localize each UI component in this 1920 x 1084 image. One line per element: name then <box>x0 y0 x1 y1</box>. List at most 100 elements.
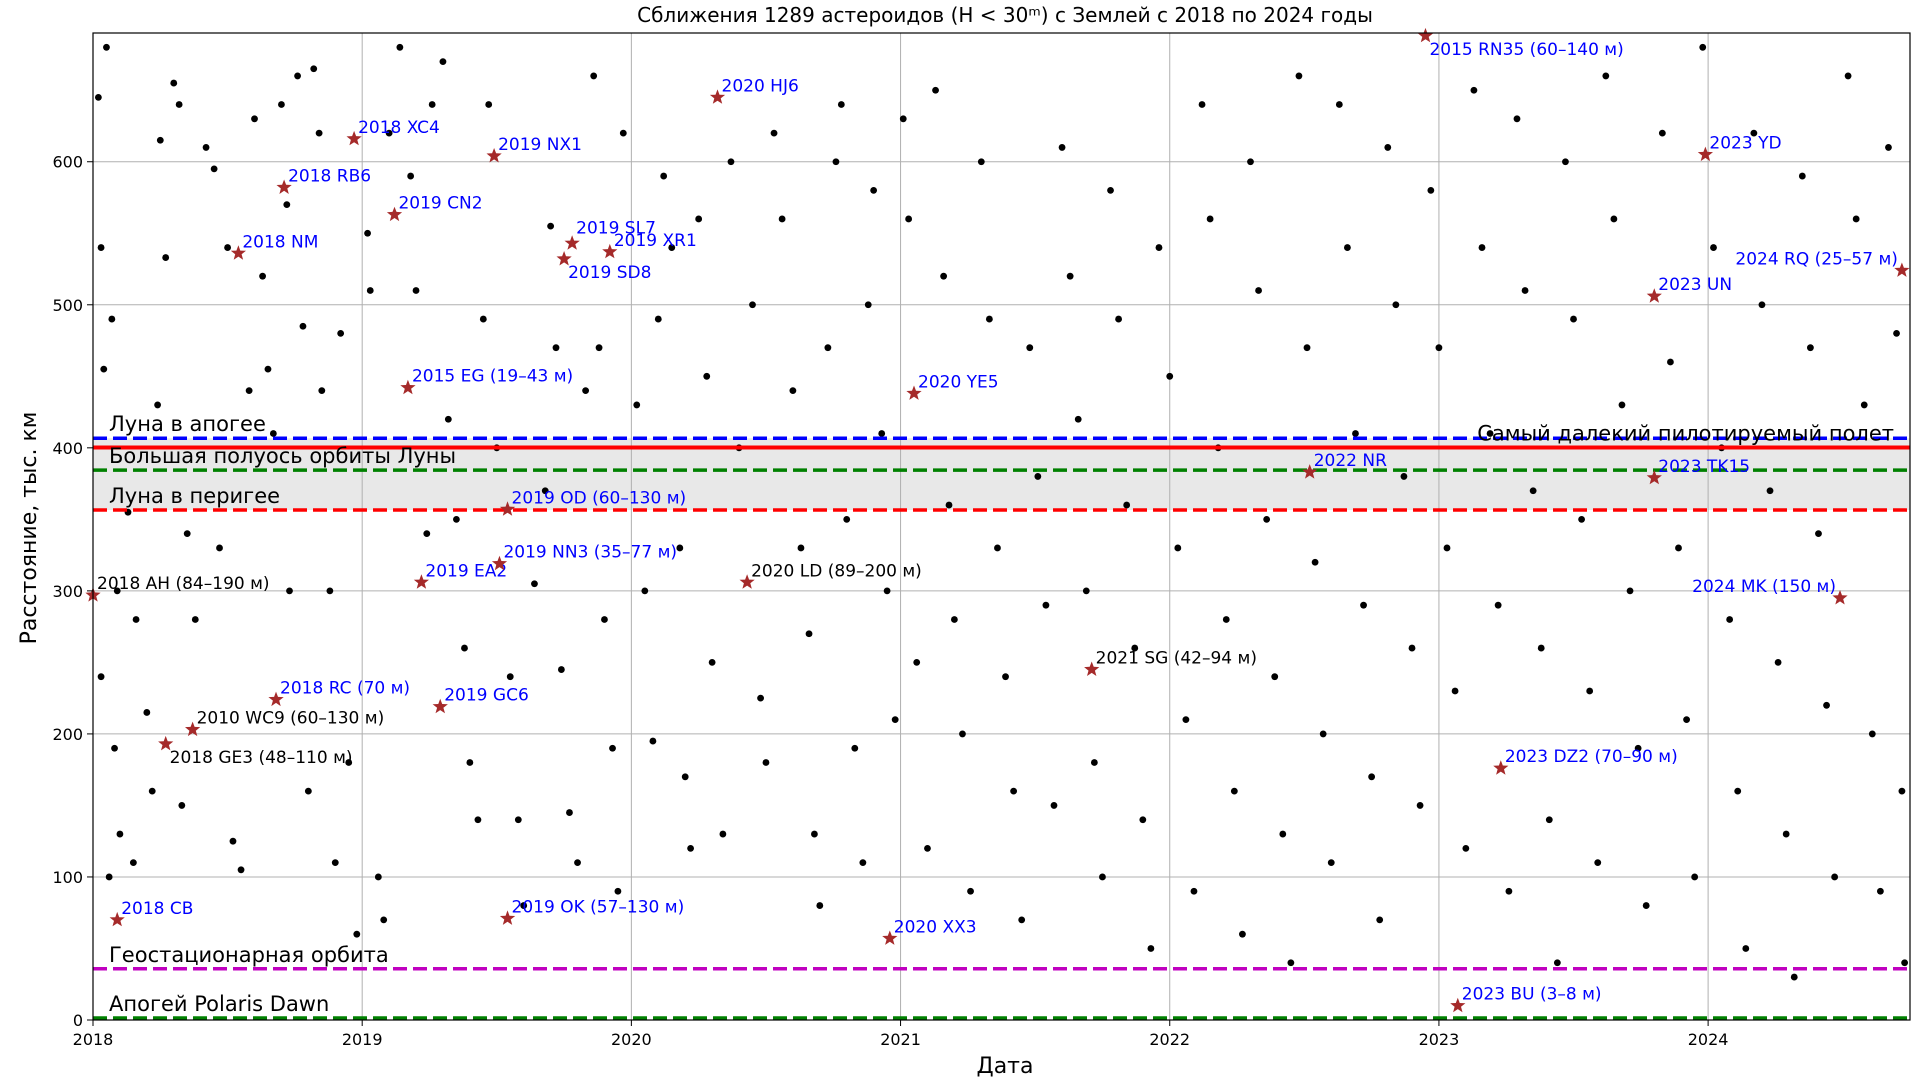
asteroid-point <box>695 215 703 223</box>
asteroid-point <box>1901 959 1909 967</box>
asteroid-point <box>816 902 824 909</box>
asteroid-point <box>913 658 921 666</box>
asteroid-point <box>837 101 845 108</box>
y-tick-label: 500 <box>52 296 83 315</box>
asteroid-point <box>1815 530 1822 538</box>
asteroid-point <box>1082 587 1090 595</box>
highlighted-asteroid-label: 2019 NX1 <box>498 135 582 155</box>
asteroid-point <box>832 158 840 166</box>
asteroid-point <box>1074 415 1082 423</box>
asteroid-point <box>1562 158 1569 166</box>
asteroid-point <box>681 773 689 781</box>
asteroid-point <box>1335 101 1343 108</box>
asteroid-point <box>1529 487 1537 495</box>
highlighted-asteroid-label: 2019 NN3 (35–77 м) <box>503 543 677 563</box>
asteroid-point <box>423 530 431 538</box>
asteroid-point <box>687 844 694 852</box>
highlighted-asteroid-star <box>1302 464 1318 479</box>
asteroid-point <box>1239 930 1246 938</box>
highlighted-asteroid-label: 2024 RQ (25–57 м) <box>1735 249 1898 269</box>
asteroid-point <box>1255 287 1262 294</box>
asteroid-point <box>582 387 590 395</box>
highlighted-asteroid-label: 2015 EG (19–43 м) <box>412 367 573 387</box>
reference-line-label: Самый далекий пилотируемый полет <box>1477 422 1894 446</box>
x-tick-label: 2018 <box>73 1030 114 1049</box>
asteroid-point <box>156 136 164 144</box>
highlighted-asteroid-star <box>1894 262 1910 277</box>
asteroid-point <box>353 930 361 938</box>
asteroid-point <box>994 544 1001 552</box>
asteroid-point <box>1050 802 1058 809</box>
highlighted-asteroid-label: 2018 RB6 <box>288 166 371 186</box>
asteroid-point <box>1263 515 1271 523</box>
asteroid-point <box>1545 816 1553 824</box>
asteroid-point <box>374 873 382 881</box>
asteroid-point <box>762 759 770 766</box>
asteroid-point <box>891 716 899 724</box>
asteroid-point <box>170 79 178 87</box>
plot-frame <box>92 32 1911 1021</box>
asteroid-point <box>474 816 482 824</box>
highlighted-asteroid-star <box>1493 760 1509 775</box>
asteroid-point <box>531 580 538 588</box>
asteroid-point <box>1602 72 1610 80</box>
asteroid-point <box>366 287 374 294</box>
y-axis-label: Расстояние, тыс. км <box>17 412 42 645</box>
asteroid-point <box>1295 72 1303 80</box>
asteroid-point <box>1206 215 1214 223</box>
x-tick-label: 2024 <box>1688 1030 1729 1049</box>
asteroid-point <box>439 58 447 66</box>
asteroid-point <box>1782 830 1790 838</box>
plot-area: Луна в апогее Самый далекий пилотируемый … <box>52 27 1911 1049</box>
asteroid-point <box>100 365 108 373</box>
asteroid-point <box>703 372 711 380</box>
highlighted-asteroid-label: 2019 EA2 <box>425 561 507 581</box>
asteroid-point <box>859 859 867 867</box>
asteroid-point <box>1898 787 1906 795</box>
asteroid-point <box>1018 916 1026 924</box>
asteroid-point <box>1470 86 1478 94</box>
highlighted-asteroid-star <box>1832 590 1848 605</box>
asteroid-point <box>1868 730 1876 738</box>
highlighted-asteroid-label: 2024 MK (150 м) <box>1692 577 1836 597</box>
highlighted-asteroid-star <box>1450 997 1466 1013</box>
asteroid-point <box>641 587 649 595</box>
asteroid-point <box>1683 716 1690 724</box>
highlighted-asteroid-label: 2020 LD (89–200 м) <box>751 561 922 581</box>
asteroid-point <box>237 866 245 874</box>
asteroid-point <box>1521 287 1529 294</box>
highlighted-asteroid-label: 2015 RN35 (60–140 м) <box>1429 40 1623 60</box>
asteroid-point <box>1790 973 1798 981</box>
asteroid-point <box>749 301 756 309</box>
asteroid-point <box>1131 644 1139 652</box>
highlighted-asteroid-star <box>709 89 726 104</box>
asteroid-point <box>797 544 805 552</box>
asteroid-point <box>1279 830 1287 838</box>
asteroid-point <box>224 244 231 251</box>
y-tick-label: 400 <box>52 439 83 458</box>
highlighted-asteroid-label: 2018 CB <box>121 899 193 919</box>
asteroid-point <box>1066 272 1074 280</box>
asteroid-point <box>1115 315 1122 323</box>
asteroid-point <box>111 744 118 752</box>
asteroid-point <box>175 101 183 108</box>
asteroid-point <box>676 544 684 552</box>
asteroid-point <box>1344 244 1351 251</box>
asteroid-point <box>1852 215 1860 223</box>
reference-line-label: Геостационарная орбита <box>109 943 389 967</box>
asteroid-point <box>959 730 966 738</box>
highlighted-asteroid-star <box>432 698 448 714</box>
asteroid-point <box>985 315 993 323</box>
highlighted-asteroid-label: 2019 CN2 <box>398 194 482 214</box>
asteroid-point <box>590 72 598 80</box>
highlighted-asteroid-label: 2018 AH (84–190 м) <box>97 574 270 594</box>
asteroid-point <box>727 158 735 166</box>
asteroid-point <box>1427 186 1435 194</box>
asteroid-point <box>1626 587 1634 595</box>
reference-line-label: Луна в перигее <box>109 484 280 508</box>
asteroid-point <box>310 65 318 73</box>
y-tick-label: 300 <box>52 582 83 601</box>
asteroid-point <box>1408 644 1416 652</box>
asteroid-point <box>1710 244 1717 251</box>
